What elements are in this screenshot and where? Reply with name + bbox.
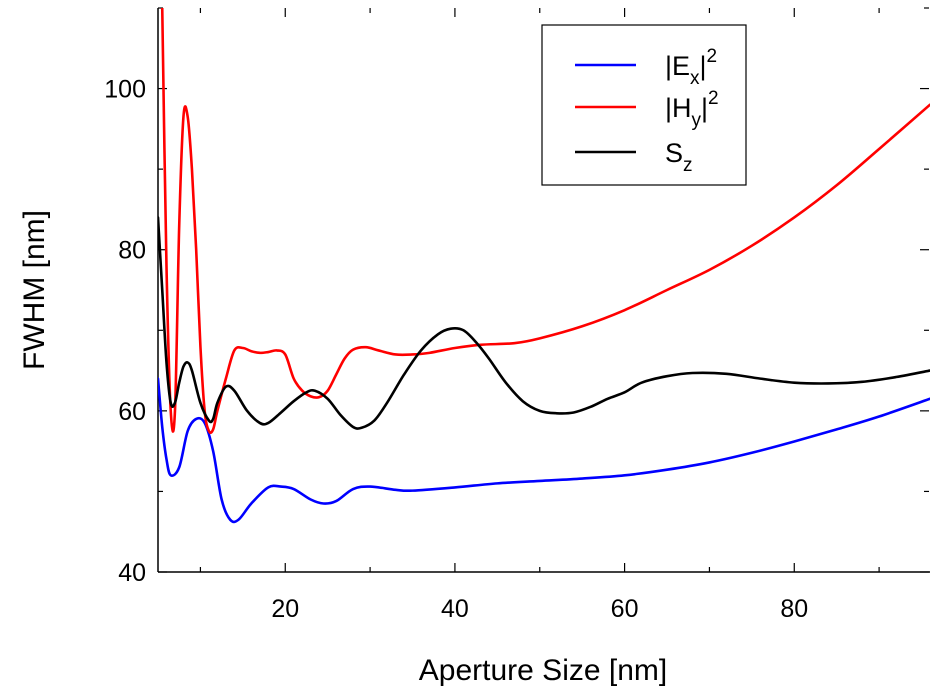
series-line-ex-squared bbox=[158, 377, 930, 524]
y-tick-label: 80 bbox=[118, 237, 146, 265]
x-axis: 20 40 60 80 bbox=[199, 8, 880, 623]
x-tick-label: 60 bbox=[611, 595, 639, 623]
legend-label-ex-squared: |Ex|2 bbox=[665, 46, 717, 89]
series-line-hy-squared bbox=[160, 8, 930, 435]
y-tick-label: 100 bbox=[104, 76, 146, 104]
x-tick-label: 20 bbox=[271, 595, 299, 623]
x-axis-title: Aperture Size [nm] bbox=[419, 654, 667, 687]
x-tick-label: 40 bbox=[441, 595, 469, 623]
y-axis-title: FWHM [nm] bbox=[18, 210, 51, 370]
plot-area bbox=[157, 8, 930, 573]
legend-box bbox=[541, 24, 747, 186]
legend-label-sz: Sz bbox=[665, 138, 693, 176]
y-tick-label: 40 bbox=[118, 559, 146, 587]
series-line-sz bbox=[158, 216, 930, 430]
y-tick-label: 60 bbox=[118, 398, 146, 426]
series-layer bbox=[158, 8, 930, 524]
legend: |Ex|2|Hy|2 Sz bbox=[541, 24, 747, 186]
y-axis: 40 60 80 100 bbox=[104, 7, 929, 587]
legend-label-hy-squared: |Hy|2 bbox=[665, 88, 719, 131]
x-tick-label: 80 bbox=[780, 595, 808, 623]
